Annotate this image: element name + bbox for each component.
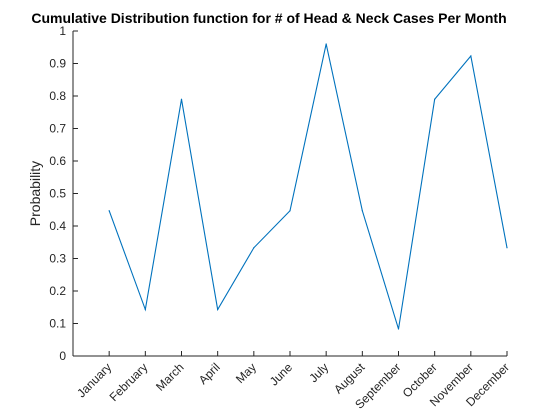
data-point (253, 247, 255, 249)
series-group (108, 43, 508, 330)
y-tick-label: 0.1 (49, 317, 66, 331)
y-axis-label: Probability (27, 161, 43, 226)
data-point (361, 210, 363, 212)
data-point (470, 55, 472, 57)
y-axis-ticks: 0 0.1 0.2 0.3 0.4 0.5 0.6 0.7 0.8 0.9 1 (49, 24, 78, 363)
x-tick-label: March (153, 360, 186, 393)
y-tick-label: 0.4 (49, 219, 66, 233)
y-tick-label: 1 (59, 24, 66, 38)
y-tick-label: 0.7 (49, 122, 66, 136)
x-tick-label: February (107, 360, 151, 404)
y-tick-label: 0.5 (49, 187, 66, 201)
y-tick-label: 0.9 (49, 57, 66, 71)
x-tick-label: May (233, 360, 259, 386)
data-point (434, 98, 436, 100)
data-point (144, 308, 146, 311)
y-tick-label: 0.6 (49, 154, 66, 168)
y-tick-label: 0.3 (49, 252, 66, 266)
y-tick-label: 0 (59, 349, 66, 363)
data-point (108, 210, 110, 212)
data-point (506, 247, 508, 249)
axes-frame (72, 31, 507, 357)
x-tick-label: April (196, 360, 223, 387)
data-point (217, 308, 219, 311)
y-tick-label: 0.2 (49, 284, 66, 298)
series-line (108, 43, 508, 330)
data-point (289, 210, 291, 212)
y-tick-label: 0.8 (49, 89, 66, 103)
data-point (397, 328, 400, 330)
chart-title: Cumulative Distribution function for # o… (31, 10, 506, 26)
x-tick-label: June (267, 360, 296, 389)
data-point (180, 98, 183, 100)
data-point (325, 43, 327, 45)
x-tick-label: July (306, 360, 331, 385)
